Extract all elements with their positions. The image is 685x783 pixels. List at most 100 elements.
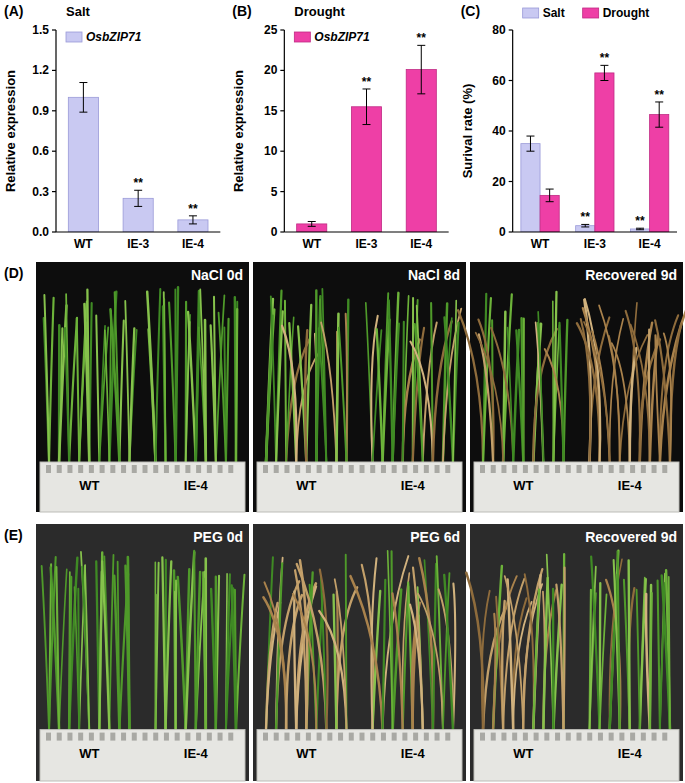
leaf [493, 614, 495, 730]
tray-hole [652, 733, 657, 741]
tray-hole [402, 465, 407, 473]
tray-hole [185, 465, 190, 473]
leaf [128, 557, 130, 730]
tray-hole [381, 733, 386, 741]
leaf [102, 561, 109, 729]
tray-hole [175, 465, 180, 473]
y-tick-label: 20 [492, 175, 506, 189]
tray-hole [435, 733, 440, 741]
leaf [119, 321, 123, 462]
photo-frame: Recovered 9dWTIE-4 [458, 262, 685, 512]
leaf [334, 595, 337, 730]
leaf [383, 320, 390, 462]
leaf [389, 301, 393, 462]
leaf [502, 601, 504, 730]
bar [351, 107, 381, 232]
panel-label: (B) [232, 3, 251, 19]
tray-hole [641, 733, 646, 741]
x-tick-label: IE-4 [410, 237, 432, 251]
photo-frame: Recovered 9dWTIE-4 [466, 524, 683, 781]
leaf [49, 298, 54, 462]
tray-hole [381, 465, 386, 473]
group-label: IE-4 [401, 478, 426, 493]
leaf [658, 581, 660, 730]
tray-hole [424, 465, 429, 473]
panel-label: (A) [4, 3, 23, 19]
leaf [44, 295, 49, 462]
tray-hole [218, 465, 223, 473]
group-label: IE-4 [401, 746, 426, 761]
tray-hole [57, 465, 62, 473]
photo-frame: PEG 6dWTIE-4 [253, 524, 466, 781]
y-tick-label: 0 [271, 225, 278, 239]
tray-hole [207, 733, 212, 741]
leaf [522, 319, 525, 462]
leaf [533, 590, 539, 730]
photo-background [253, 524, 466, 781]
leaf [346, 300, 348, 462]
leaf [85, 565, 89, 729]
tray-hole [164, 733, 169, 741]
tray-hole [306, 733, 311, 741]
tray-hole [196, 733, 201, 741]
leaf [162, 557, 165, 729]
x-tick-label: WT [531, 237, 550, 251]
legend-label: Salt [543, 6, 565, 20]
tray-hole [445, 733, 450, 741]
bar [521, 144, 540, 232]
leaf [51, 568, 59, 730]
tray-hole [435, 465, 440, 473]
x-tick-label: IE-4 [639, 237, 661, 251]
tray-hole [164, 465, 169, 473]
leaf [655, 335, 660, 462]
y-tick-label: 60 [492, 74, 506, 88]
y-tick-label: 40 [492, 124, 506, 138]
leaf [556, 585, 563, 730]
legend-swatch [583, 8, 599, 18]
x-tick-label: WT [74, 237, 93, 251]
leaf [339, 328, 347, 462]
group-label: IE-4 [618, 746, 643, 761]
bars [68, 97, 208, 232]
tray-hole [349, 465, 354, 473]
y-axis [512, 30, 513, 232]
leaf [174, 592, 176, 730]
leaf [650, 593, 652, 730]
tray-hole [370, 733, 375, 741]
tray-hole [662, 465, 667, 473]
legend-swatch [66, 32, 82, 42]
y-tick-label: 0.9 [32, 104, 49, 118]
tray-hole [207, 465, 212, 473]
tray-hole [480, 465, 485, 473]
group-label: WT [79, 478, 99, 493]
tray-hole [630, 465, 635, 473]
leaf [297, 564, 327, 730]
photo-background [36, 262, 249, 512]
tray-hole [67, 733, 72, 741]
leaf [306, 305, 311, 462]
tray-hole [327, 465, 332, 473]
leaf [660, 306, 685, 462]
leaf [196, 572, 200, 730]
error-bar [600, 65, 608, 80]
y-axis-label: Surival rate (%) [460, 84, 475, 179]
tray-hole [327, 733, 332, 741]
leaf [69, 318, 77, 462]
leaf [618, 551, 620, 729]
tray-hole [577, 465, 582, 473]
x-tick-label: IE-3 [584, 237, 606, 251]
leaf [669, 577, 670, 730]
tray-hole [402, 733, 407, 741]
tray-hole [413, 733, 418, 741]
tray-hole [555, 465, 560, 473]
tray-hole [619, 733, 624, 741]
significance: ** [133, 176, 143, 190]
tray-hole [555, 733, 560, 741]
leaf [236, 302, 237, 462]
leaf [650, 585, 651, 730]
tray-hole [566, 733, 571, 741]
leaf [87, 290, 89, 462]
tray-hole [100, 465, 105, 473]
legend-label: OsbZIP71 [86, 30, 142, 44]
leaf [559, 323, 563, 462]
